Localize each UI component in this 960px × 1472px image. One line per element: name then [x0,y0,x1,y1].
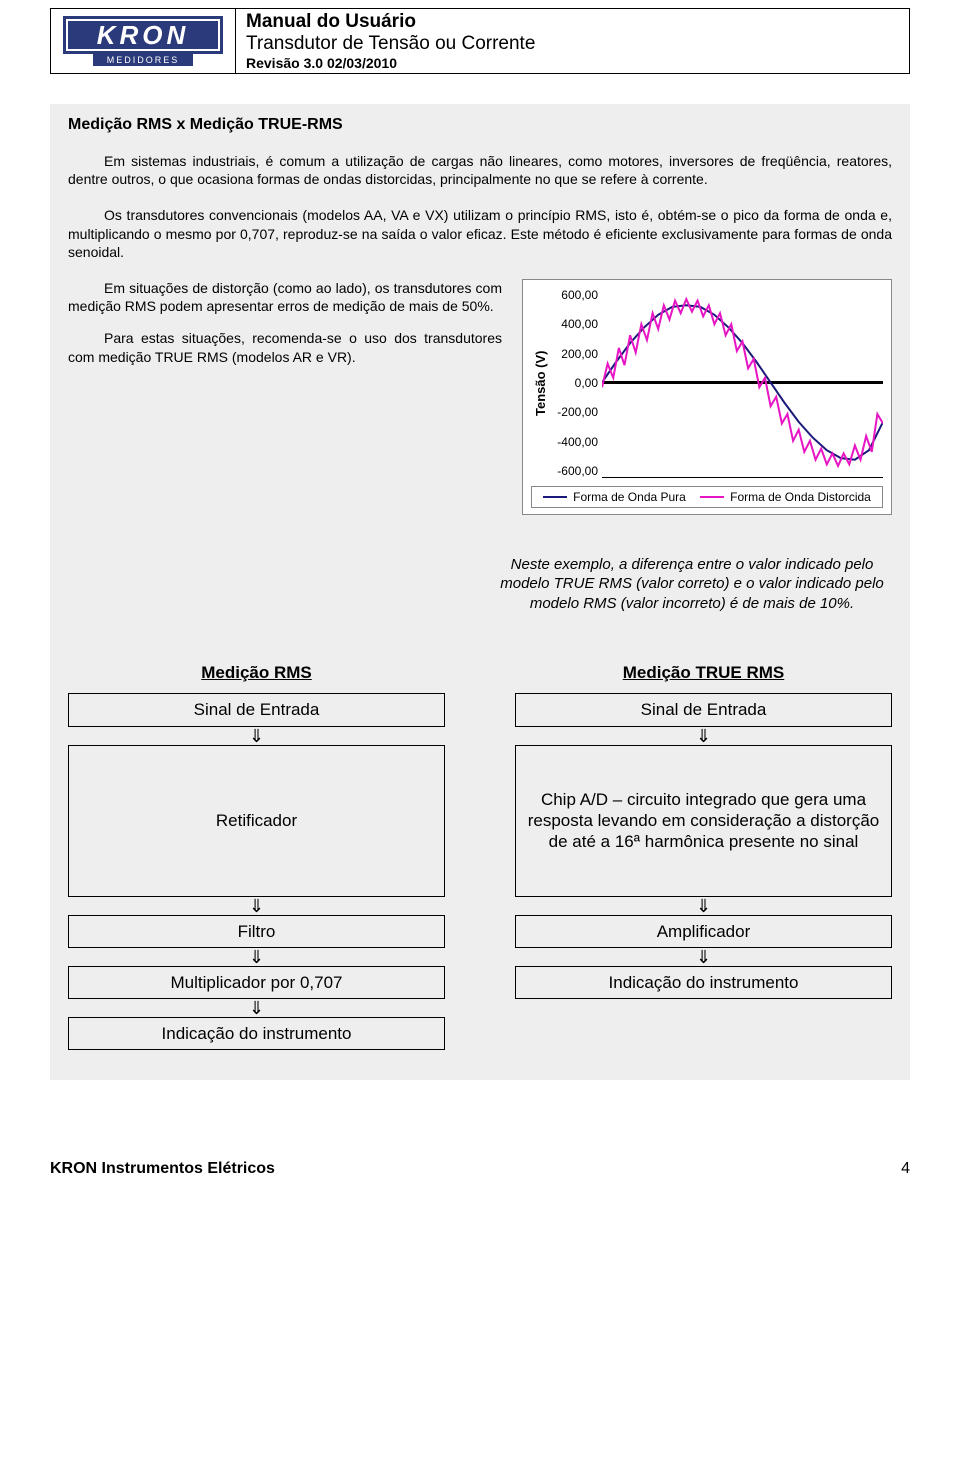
legend-distorted-label: Forma de Onda Distorcida [730,490,871,504]
header-subtitle: Transdutor de Tensão ou Corrente [246,33,899,55]
example-note: Neste exemplo, a diferença entre o valor… [492,555,892,614]
main-content: Medição RMS x Medição TRUE-RMS Em sistem… [50,104,910,1080]
flow-rms-step-3: Multiplicador por 0,707 [68,966,445,999]
legend-distorted: Forma de Onda Distorcida [700,490,871,504]
paragraph-2: Os transdutores convencionais (modelos A… [68,206,892,261]
flow-true-rms-title: Medição TRUE RMS [623,663,785,683]
footer-page-number: 4 [901,1160,910,1178]
chart-plot-area [602,288,883,478]
arrow-icon: ⇓ [696,897,711,915]
legend-pure-label: Forma de Onda Pura [573,490,686,504]
flow-true-rms-step-0: Sinal de Entrada [515,693,892,726]
flow-true-rms-step-3: Indicação do instrumento [515,966,892,999]
flow-rms-step-4: Indicação do instrumento [68,1017,445,1050]
flow-rms-title: Medição RMS [201,663,312,683]
flow-true-rms: Medição TRUE RMS Sinal de Entrada ⇓ Chip… [515,663,892,1050]
header-text-block: Manual do Usuário Transdutor de Tensão o… [236,9,909,73]
paragraph-4: Para estas situações, recomenda-se o uso… [68,329,502,365]
flow-true-rms-step-1: Chip A/D – circuito integrado que gera u… [515,745,892,897]
flowcharts-row: Medição RMS Sinal de Entrada ⇓ Retificad… [68,663,892,1050]
flow-rms-step-2: Filtro [68,915,445,948]
footer-company: KRON Instrumentos Elétricos [50,1160,275,1178]
chart-legend: Forma de Onda Pura Forma de Onda Distorc… [531,486,883,508]
header-title: Manual do Usuário [246,11,899,33]
paragraph-3: Em situações de distorção (como ao lado)… [68,279,502,315]
section-title: Medição RMS x Medição TRUE-RMS [68,116,892,134]
page-header: KRON MEDIDORES Manual do Usuário Transdu… [50,8,910,74]
chart-y-label: Tensão (V) [531,288,548,478]
flow-rms-step-1: Retificador [68,745,445,897]
arrow-icon: ⇓ [249,999,264,1017]
logo-brand-text: KRON [63,16,223,54]
brand-logo: KRON MEDIDORES [63,16,223,66]
logo-cell: KRON MEDIDORES [51,9,236,73]
arrow-icon: ⇓ [249,727,264,745]
header-revision: Revisão 3.0 02/03/2010 [246,55,899,71]
flow-rms-step-0: Sinal de Entrada [68,693,445,726]
chart-y-axis: 600,00400,00200,000,00-200,00-400,00-600… [548,288,602,478]
flow-true-rms-step-2: Amplificador [515,915,892,948]
arrow-icon: ⇓ [696,727,711,745]
arrow-icon: ⇓ [696,948,711,966]
page-footer: KRON Instrumentos Elétricos 4 [50,1160,910,1178]
text-column: Em situações de distorção (como ao lado)… [68,279,502,515]
text-and-chart-row: Em situações de distorção (como ao lado)… [68,279,892,515]
arrow-icon: ⇓ [249,897,264,915]
legend-pure: Forma de Onda Pura [543,490,686,504]
arrow-icon: ⇓ [249,948,264,966]
logo-tagline: MEDIDORES [93,54,193,66]
flow-rms: Medição RMS Sinal de Entrada ⇓ Retificad… [68,663,445,1050]
chart-column: Tensão (V) 600,00400,00200,000,00-200,00… [522,279,892,515]
waveform-chart: Tensão (V) 600,00400,00200,000,00-200,00… [522,279,892,515]
paragraph-1: Em sistemas industriais, é comum a utili… [68,152,892,188]
